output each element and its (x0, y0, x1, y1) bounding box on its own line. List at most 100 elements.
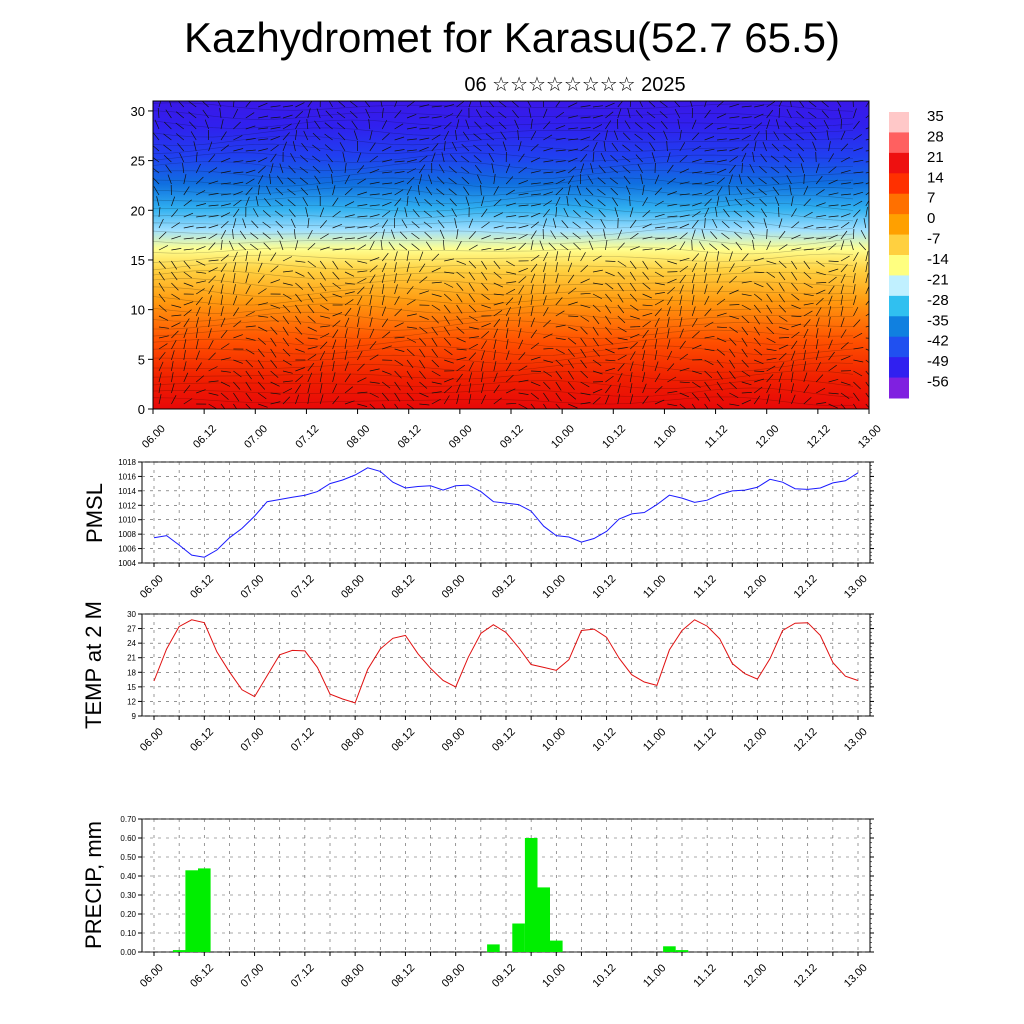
wind-barb (183, 318, 190, 328)
wind-barb (411, 221, 420, 229)
wind-barb (336, 122, 346, 130)
wind-barb (754, 282, 764, 288)
wind-barb (465, 196, 470, 207)
wind-barb (220, 240, 223, 251)
wind-barb (401, 219, 408, 229)
wind-barb (791, 304, 801, 310)
wind-barb (275, 220, 284, 229)
wind-barb (573, 242, 581, 251)
wind-barb (816, 289, 826, 295)
wind-barb (320, 233, 329, 240)
wind-barb (332, 210, 341, 218)
wind-barb (158, 231, 167, 240)
x-tick-label: 06.12 (188, 962, 216, 990)
wind-barb (840, 240, 845, 251)
wind-barb (555, 337, 566, 340)
wind-barb (828, 153, 835, 163)
wind-barb (823, 119, 829, 130)
wind-barb (506, 226, 517, 229)
contour-line (153, 237, 854, 247)
wind-barb (580, 145, 590, 152)
wind-barb (597, 188, 606, 196)
wind-barb (828, 234, 838, 240)
wind-barb (642, 197, 648, 207)
wind-barb (419, 359, 426, 369)
pmsl-line (153, 467, 859, 558)
wind-barb (543, 403, 548, 409)
wind-barb (428, 174, 433, 185)
wind-barb (603, 229, 606, 240)
wind-barb (258, 157, 268, 163)
wind-barb (425, 186, 433, 196)
wind-barb (716, 348, 726, 356)
wind-barb (567, 359, 574, 369)
wind-barb (279, 163, 284, 174)
wind-barb (729, 403, 740, 407)
wind-barb (473, 133, 482, 141)
wind-barb (208, 392, 219, 396)
wind-barb (419, 164, 426, 174)
wind-barb (282, 326, 289, 336)
wind-barb (753, 131, 760, 141)
wind-barb (865, 337, 869, 339)
wind-barb (456, 315, 464, 325)
wind-barb (530, 273, 536, 284)
wind-barb (233, 160, 244, 163)
wind-barb (245, 125, 256, 130)
wind-barb (448, 177, 457, 185)
contour-line (153, 387, 854, 398)
wind-barb (791, 361, 794, 372)
wind-barb (639, 101, 643, 108)
wind-barb (282, 388, 293, 394)
wind-barb (543, 319, 551, 328)
wind-barb (667, 191, 677, 196)
wind-barb (364, 101, 371, 108)
wind-barb (592, 132, 601, 141)
wind-barb (406, 348, 415, 356)
precip-bar (550, 940, 563, 952)
wind-barb (332, 350, 335, 361)
wind-barb (332, 185, 336, 196)
contour-line (153, 160, 854, 172)
wind-barb (729, 174, 733, 185)
wind-barb (568, 127, 579, 130)
wind-barb (772, 186, 780, 196)
wind-barb (840, 264, 848, 273)
wind-barb (357, 235, 368, 240)
wind-barb (543, 307, 549, 317)
wind-barb (605, 130, 608, 141)
wind-barb (220, 343, 230, 350)
wind-barb (419, 116, 430, 119)
wind-barb (840, 193, 851, 196)
wind-barb (766, 315, 773, 325)
wind-barb (635, 110, 643, 119)
wind-barb (220, 403, 226, 409)
wind-barb (245, 112, 255, 119)
wind-barb (753, 337, 761, 346)
wind-barb (344, 271, 355, 277)
wind-barb (493, 271, 502, 279)
wind-barb (299, 177, 309, 185)
wind-barb (715, 207, 718, 218)
wind-barb (295, 367, 305, 372)
wind-barb (208, 154, 216, 163)
wind-barb (853, 370, 863, 377)
wind-barb (530, 170, 541, 174)
wind-barb (530, 370, 542, 372)
wind-barb (443, 348, 453, 356)
colorbar-swatch (889, 234, 909, 256)
wind-barb (270, 392, 281, 395)
wind-barb (196, 226, 207, 229)
wind-barb (592, 115, 603, 119)
wind-barb (158, 372, 162, 383)
wind-barb (357, 377, 367, 383)
wind-barb (252, 208, 259, 218)
wind-barb (295, 375, 304, 383)
wind-barb (245, 285, 251, 295)
wind-barb (481, 304, 492, 309)
contour-line (153, 336, 854, 348)
wind-barb (314, 175, 321, 185)
wind-barb (642, 361, 645, 372)
wind-barb (419, 174, 423, 185)
wind-barb (741, 326, 749, 336)
